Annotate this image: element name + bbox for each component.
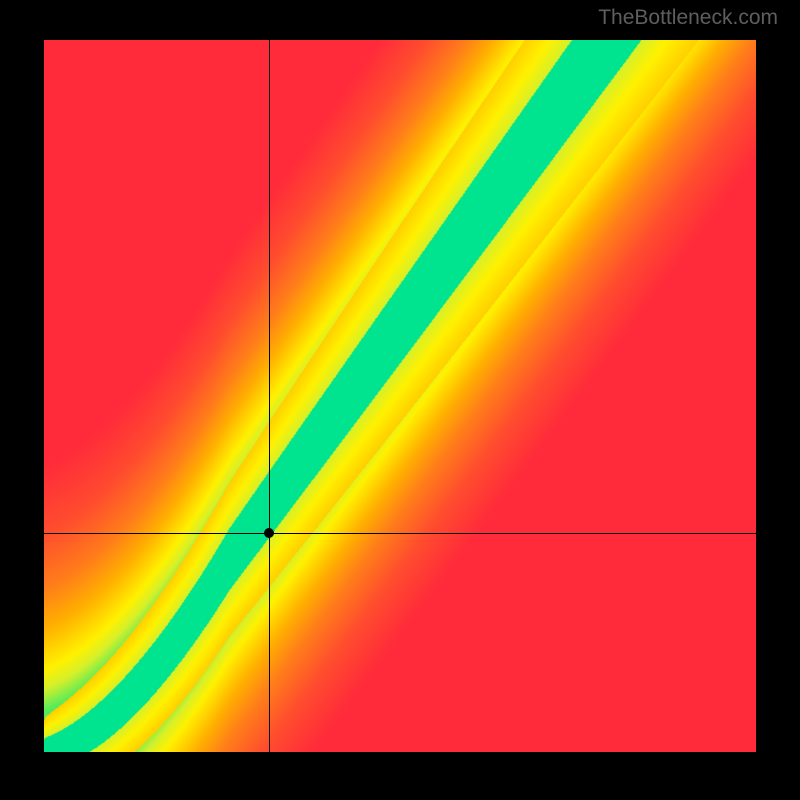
marker-point	[264, 528, 274, 538]
watermark-text: TheBottleneck.com	[598, 6, 778, 30]
crosshair-vertical	[269, 40, 270, 752]
bottleneck-heatmap	[44, 40, 756, 752]
chart-container: TheBottleneck.com	[0, 0, 800, 800]
crosshair-horizontal	[44, 533, 756, 534]
